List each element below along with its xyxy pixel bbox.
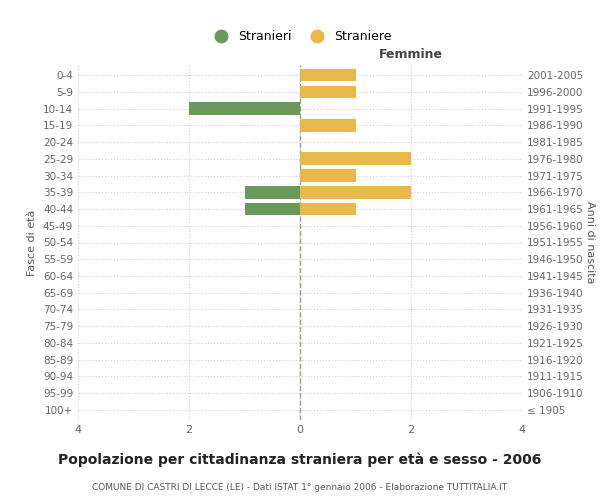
Bar [300, 152, 411, 165]
Bar [300, 119, 355, 132]
Text: COMUNE DI CASTRI DI LECCE (LE) - Dati ISTAT 1° gennaio 2006 - Elaborazione TUTTI: COMUNE DI CASTRI DI LECCE (LE) - Dati IS… [92, 482, 508, 492]
Bar [245, 186, 300, 198]
Bar [300, 69, 355, 82]
Bar [300, 86, 355, 98]
Text: Femmine: Femmine [379, 48, 443, 62]
Bar [300, 169, 355, 182]
Text: Popolazione per cittadinanza straniera per età e sesso - 2006: Popolazione per cittadinanza straniera p… [58, 452, 542, 467]
Bar [245, 202, 300, 215]
Y-axis label: Fasce di età: Fasce di età [28, 210, 37, 276]
Y-axis label: Anni di nascita: Anni di nascita [585, 201, 595, 284]
Bar [300, 202, 355, 215]
Bar [300, 186, 411, 198]
Legend: Stranieri, Straniere: Stranieri, Straniere [203, 25, 397, 48]
Bar [189, 102, 300, 115]
